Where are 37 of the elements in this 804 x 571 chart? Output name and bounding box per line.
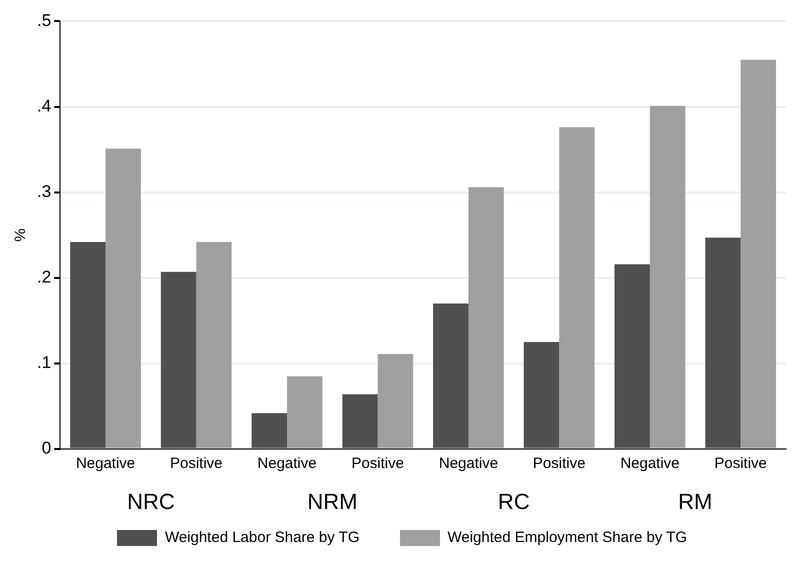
text: NRM (307, 489, 358, 514)
y-tick-label: 0 (42, 438, 52, 458)
legend-label: Weighted Employment Share by TG (448, 529, 688, 546)
bar (650, 106, 686, 448)
bar (740, 60, 776, 448)
bar (378, 354, 414, 448)
y-tick-label: .2 (36, 268, 52, 287)
x-tick-label: Positive (351, 455, 404, 472)
x-tick-label: Negative (438, 455, 498, 472)
text: NRC (127, 489, 175, 514)
bar (614, 264, 650, 448)
bar (559, 127, 595, 448)
bar (160, 272, 196, 448)
x-tick-label: Positive (532, 455, 586, 472)
bar (106, 148, 141, 448)
y-tick-label: .5 (36, 10, 52, 30)
x-tick-label: Positive (170, 455, 223, 472)
text: RC (498, 489, 530, 514)
bar (252, 413, 287, 448)
x-tick-label: Negative (620, 455, 680, 472)
text: RM (678, 489, 712, 514)
legend-label: Weighted Labor Share by TG (164, 529, 360, 546)
bar (468, 187, 504, 448)
x-tick-label: Positive (714, 455, 767, 472)
bar (433, 304, 468, 448)
bar (286, 376, 322, 448)
x-tick-label: Negative (76, 455, 136, 472)
bar (196, 242, 232, 448)
y-tick-label: .3 (36, 182, 52, 202)
x-tick-label: Negative (257, 455, 317, 472)
y-tick-label: .4 (36, 96, 52, 116)
bar (342, 394, 378, 448)
bar (705, 238, 741, 448)
bar (70, 242, 106, 448)
y-axis-title: % (12, 228, 30, 242)
y-tick-label: .1 (36, 353, 52, 372)
bar (524, 342, 560, 448)
